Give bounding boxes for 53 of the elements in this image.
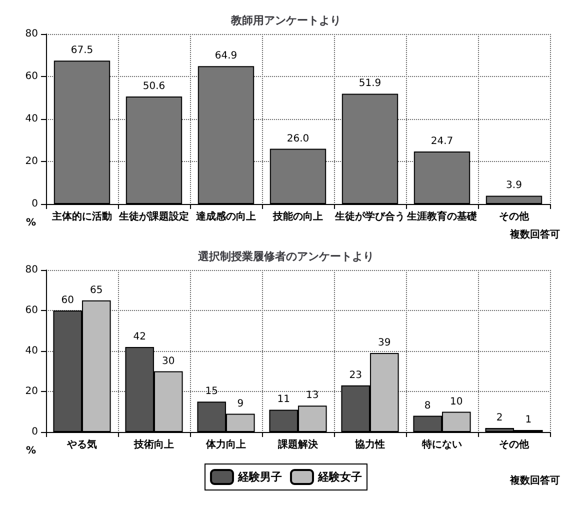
x-tick-label: 体力向上 (205, 438, 246, 450)
chart-title: 教師用アンケートより (230, 14, 341, 27)
x-tick-label: 技能の向上 (272, 210, 323, 222)
data-label: 24.7 (430, 136, 454, 148)
data-label: 3.9 (506, 180, 522, 192)
data-label: 23 (349, 370, 362, 381)
data-label: 26.0 (286, 133, 310, 144)
y-tick-label: 0 (32, 198, 38, 210)
x-tick-label: その他 (499, 438, 530, 450)
x-tick-label: その他 (499, 210, 530, 222)
x-tick-label: 達成感の向上 (195, 210, 256, 222)
y-axis-title: % (26, 218, 36, 228)
y-axis-title: % (26, 446, 36, 456)
data-label: 67.5 (70, 45, 94, 56)
y-tick-label: 0 (32, 426, 38, 438)
data-label: 15 (205, 386, 218, 398)
data-label: 1 (525, 414, 532, 426)
text: 複数回答可 (509, 474, 560, 486)
data-label: 65 (90, 284, 103, 296)
legend-label: 経験男子 (237, 470, 282, 484)
x-tick-label: 主体的に活動 (51, 210, 112, 222)
data-label: 30 (162, 356, 175, 367)
data-label: 51.9 (358, 78, 382, 90)
x-tick-label: 生涯教育の基礎 (406, 210, 477, 222)
y-tick-label: 40 (25, 114, 38, 124)
x-tick-label: 技術向上 (133, 438, 174, 450)
y-tick-label: 20 (25, 156, 38, 167)
y-tick-label: 60 (25, 305, 38, 316)
x-tick-label: 生徒が学び合う (334, 210, 405, 222)
x-tick-label: 生徒が課題設定 (118, 210, 189, 222)
data-label: 50.6 (142, 80, 166, 92)
data-label: 42 (133, 331, 146, 342)
x-tick-label: 協力性 (354, 438, 385, 450)
y-tick-label: 80 (25, 264, 38, 276)
y-tick-label: 60 (25, 71, 38, 82)
x-tick-label: 課題解決 (277, 438, 319, 450)
data-label: 2 (496, 412, 503, 424)
y-tick-label: 40 (25, 346, 38, 356)
y-tick-label: 80 (25, 28, 38, 40)
data-label: 11 (277, 394, 290, 406)
y-tick-label: 20 (25, 386, 38, 397)
chart-title: 選択制授業履修者のアンケートより (197, 250, 374, 263)
data-label: 64.9 (214, 50, 238, 62)
data-label: 60 (61, 295, 74, 306)
data-label: 8 (424, 400, 431, 412)
text: 複数回答可 (509, 228, 560, 240)
data-label: 39 (378, 338, 391, 349)
data-label: 13 (306, 390, 319, 402)
x-tick-label: 特にない (421, 438, 462, 450)
data-label: 9 (237, 398, 244, 410)
x-tick-label: やる気 (66, 438, 97, 450)
data-label: 10 (450, 396, 463, 408)
legend-label: 経験女子 (317, 470, 362, 484)
